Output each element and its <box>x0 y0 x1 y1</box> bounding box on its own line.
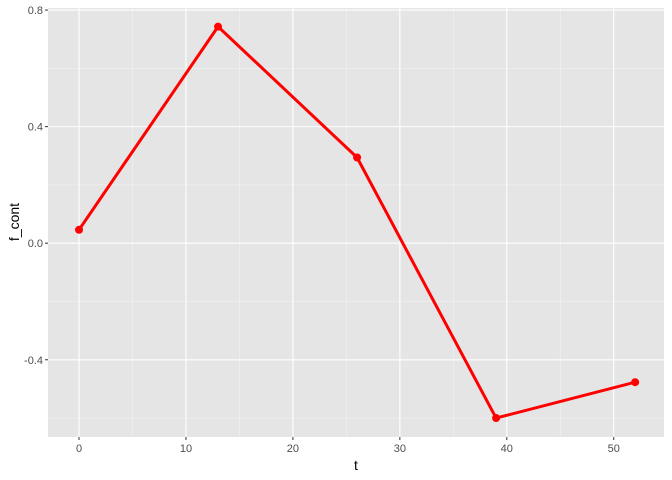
series-marks <box>75 22 640 423</box>
y-tick-label: 0.4 <box>28 122 43 134</box>
data-point <box>631 378 640 387</box>
x-tick-label: 50 <box>608 443 620 455</box>
y-tick-label: 0.0 <box>28 238 43 250</box>
y-tick-label: -0.4 <box>24 355 43 367</box>
data-point <box>214 22 223 31</box>
plot-panel <box>48 8 664 437</box>
x-tick-label: 0 <box>76 443 82 455</box>
data-point <box>353 153 362 162</box>
x-tick-label: 20 <box>287 443 299 455</box>
y-tick-label: 0.8 <box>28 5 43 17</box>
x-tick-label: 30 <box>394 443 406 455</box>
data-point <box>75 225 84 234</box>
x-axis-title: t <box>354 457 358 473</box>
y-axis-title: f_cont <box>6 203 22 241</box>
x-tick-label: 10 <box>180 443 192 455</box>
tick-labels: 0 10 20 30 40 50 -0.4 0.0 0.4 0.8 <box>24 5 620 455</box>
x-tick-label: 40 <box>501 443 513 455</box>
grid-lines <box>48 8 664 437</box>
data-point <box>492 414 501 423</box>
